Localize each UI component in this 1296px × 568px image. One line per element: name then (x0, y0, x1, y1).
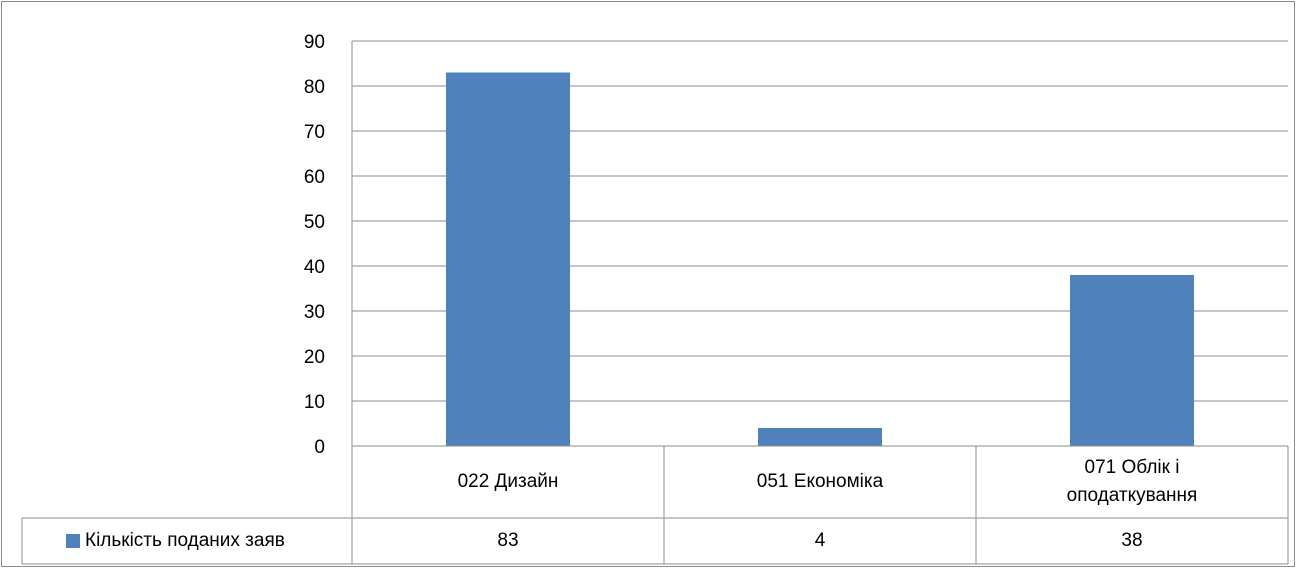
y-tick-label: 80 (304, 77, 325, 98)
category-label: 022 Дизайн (457, 471, 559, 493)
legend: Кількість поданих заяв (66, 528, 285, 554)
y-tick-label: 60 (304, 167, 325, 188)
y-tick-label: 50 (304, 212, 325, 233)
bar (446, 72, 570, 446)
data-table-value: 38 (1121, 530, 1143, 551)
category-label: 051 Економіка (756, 471, 884, 493)
legend-swatch (66, 534, 80, 548)
y-tick-label: 20 (304, 347, 325, 368)
data-table-grid (21, 445, 1289, 565)
y-tick-label: 10 (304, 392, 325, 413)
y-tick-label: 40 (304, 257, 325, 278)
y-tick-label: 90 (304, 32, 325, 53)
y-tick-label: 0 (314, 437, 325, 458)
bar (1070, 275, 1194, 446)
bar (758, 428, 882, 446)
y-tick-label: 30 (304, 302, 325, 323)
bars (446, 72, 1194, 446)
data-table-value: 4 (814, 530, 826, 551)
y-tick-label: 70 (304, 122, 325, 143)
legend-label: Кількість поданих заяв (85, 530, 285, 551)
category-label: 071 Облік і оподаткування (1066, 457, 1198, 506)
y-axis-ticks: 0 10 20 30 40 50 60 70 80 90 (304, 32, 325, 458)
data-table-value: 83 (497, 530, 519, 551)
